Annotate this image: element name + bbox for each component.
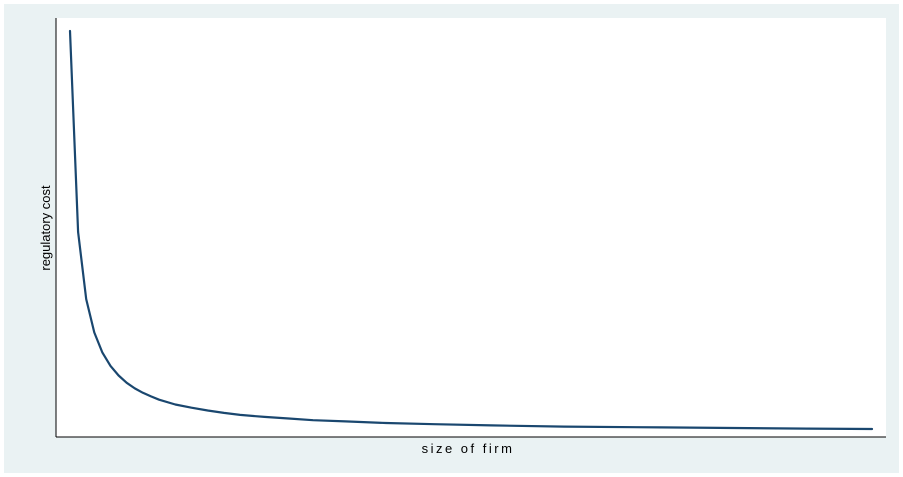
axes — [55, 18, 886, 438]
series-layer — [68, 29, 874, 431]
x-axis-label: size of firm — [422, 441, 515, 456]
series-line-0 — [68, 29, 874, 431]
plot-area — [56, 18, 886, 437]
y-axis-label: regulatory cost — [38, 185, 53, 271]
